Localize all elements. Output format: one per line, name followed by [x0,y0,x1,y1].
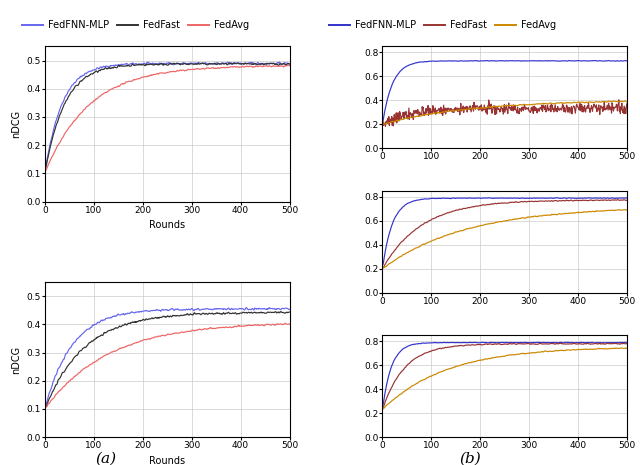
Text: (a): (a) [95,452,116,465]
X-axis label: Rounds: Rounds [149,456,185,465]
X-axis label: Rounds: Rounds [149,220,185,230]
Legend: FedFNN-MLP, FedFast, FedAvg: FedFNN-MLP, FedFast, FedAvg [18,16,253,34]
Legend: FedFNN-MLP, FedFast, FedAvg: FedFNN-MLP, FedFast, FedAvg [325,16,560,34]
Y-axis label: nDCG: nDCG [11,345,20,374]
Y-axis label: nDCG: nDCG [11,110,20,138]
Text: (b): (b) [460,452,481,465]
